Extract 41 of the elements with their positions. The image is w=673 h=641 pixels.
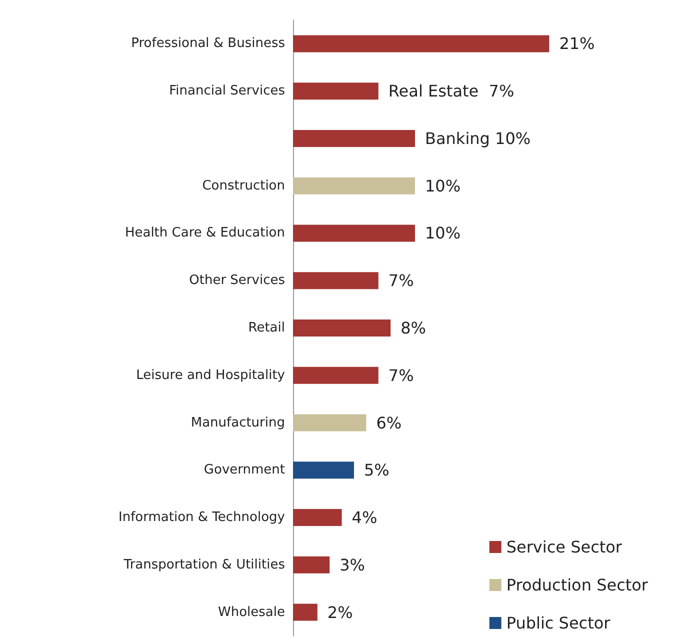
bar: [293, 224, 415, 242]
data-label: 5%: [364, 460, 390, 480]
y-tick-label: Retail: [248, 320, 285, 336]
bar: [293, 320, 391, 336]
bar: [293, 366, 378, 384]
bar: [293, 604, 318, 621]
data-label: 8%: [400, 318, 426, 338]
y-tick-label: Manufacturing: [190, 415, 285, 430]
legend-label: Production Sector: [506, 576, 648, 594]
data-label: 21%: [559, 34, 595, 54]
bar: [293, 177, 415, 194]
bar: [293, 130, 415, 147]
y-tick-label: Government: [204, 462, 285, 478]
bar: [293, 82, 378, 100]
bar: [293, 414, 366, 432]
data-label: 3%: [340, 555, 365, 574]
y-tick-label: Other Services: [189, 273, 286, 288]
bar: [293, 35, 550, 52]
legend-label: Service Sector: [506, 538, 622, 556]
y-tick-label: Leisure and Hospitality: [136, 368, 286, 383]
bar: [293, 462, 354, 479]
data-label: Real Estate 7%: [388, 82, 514, 101]
bar: [293, 272, 378, 290]
bar: [293, 556, 330, 574]
y-tick-label: Professional & Business: [131, 36, 286, 52]
y-tick-label: Financial Services: [169, 84, 286, 99]
data-label: 10%: [425, 176, 461, 196]
data-label: 7%: [388, 271, 414, 290]
y-tick-label: Construction: [202, 178, 285, 194]
y-tick-label: Health Care & Education: [124, 226, 285, 241]
y-tick-label: Transportation & Utilities: [122, 557, 286, 572]
data-label: 7%: [388, 366, 414, 385]
legend-label: Public Sector: [506, 614, 611, 632]
y-tick-label: Information & Technology: [118, 510, 286, 526]
data-label: 2%: [327, 602, 353, 622]
data-label: 6%: [376, 413, 402, 432]
data-label: Banking 10%: [425, 128, 531, 148]
data-label: 4%: [352, 508, 378, 528]
y-tick-label: Wholesale: [218, 604, 285, 620]
data-label: 10%: [425, 224, 461, 243]
bar: [293, 509, 342, 526]
